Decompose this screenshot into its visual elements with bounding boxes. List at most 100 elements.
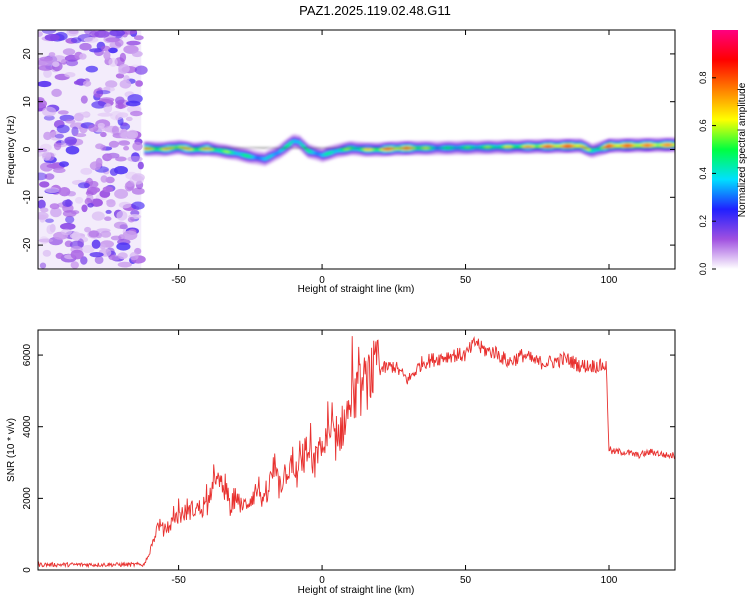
track-segment — [295, 140, 299, 143]
noise-blob — [91, 211, 105, 221]
track-segment — [268, 155, 272, 158]
noise-blob — [123, 75, 130, 82]
track-segment — [233, 152, 237, 155]
noise-blob — [134, 65, 148, 75]
noise-blob — [91, 101, 107, 109]
y-tick-label: 0 — [22, 567, 33, 573]
track-segment — [472, 146, 476, 149]
noise-blob — [135, 80, 144, 87]
track-segment — [224, 150, 228, 153]
noise-blob — [103, 154, 115, 160]
track-segment — [231, 151, 235, 154]
track-segment — [359, 148, 363, 151]
x-tick-label: 100 — [601, 275, 618, 286]
track-segment — [208, 147, 212, 150]
track-segment — [617, 144, 620, 147]
noise-blob — [44, 187, 60, 194]
snr-y-label: SNR (10 * v/v) — [6, 418, 17, 482]
noise-blob — [81, 245, 95, 253]
colorbar-tick-label: 0.4 — [698, 167, 708, 180]
track-segment — [578, 144, 581, 147]
y-tick-label: -10 — [22, 190, 33, 205]
noise-blob — [116, 242, 131, 251]
track-segment — [196, 148, 200, 151]
track-segment — [536, 145, 540, 148]
noise-blob — [117, 261, 132, 268]
track-segment — [499, 146, 503, 148]
track-segment — [520, 145, 524, 148]
spectrogram-panel: -50 0 50 100 -20 -10 0 10 20 Height of straight… — [6, 29, 676, 295]
noise-blob — [80, 167, 93, 175]
noise-blob — [58, 187, 71, 197]
noise-blob — [70, 210, 80, 215]
noise-blob — [95, 143, 104, 150]
noise-blob — [66, 30, 79, 37]
spectrogram-y-label: Frequency (Hz) — [6, 116, 17, 185]
noise-blob — [39, 56, 54, 62]
track-segment — [252, 156, 255, 159]
track-segment — [185, 147, 189, 150]
track-segment — [621, 144, 625, 147]
track-segment — [263, 158, 267, 161]
track-segment — [538, 145, 542, 148]
track-segment — [619, 144, 623, 147]
colorbar-tick-label: 0.2 — [698, 215, 708, 228]
noise-blob — [74, 133, 87, 138]
track-segment — [242, 154, 246, 157]
track-segment — [509, 145, 513, 148]
noise-blob — [84, 226, 92, 233]
noise-blob — [81, 204, 88, 213]
track-segment — [561, 144, 565, 147]
track-segment — [628, 144, 632, 147]
y-tick-label: -20 — [22, 237, 33, 252]
track-segment — [532, 145, 536, 148]
noise-blob — [109, 111, 124, 121]
noise-blob — [125, 116, 133, 122]
y-tick-label: 2000 — [22, 487, 33, 510]
colorbar: 0.0 0.2 0.4 0.6 0.8 Normalized spectral ampl… — [698, 30, 748, 275]
track-segment — [479, 146, 483, 149]
track-segment — [575, 144, 579, 147]
snr-x-ticks: -50 0 50 100 — [171, 330, 618, 586]
track-segment — [187, 147, 191, 150]
noise-blob — [55, 252, 64, 259]
track-segment — [490, 146, 494, 149]
snr-series — [38, 336, 675, 569]
noise-blob — [43, 115, 55, 121]
noise-blob — [62, 48, 76, 56]
noise-blob — [66, 59, 79, 67]
noise-blob — [125, 100, 141, 107]
track-segment — [249, 155, 253, 158]
track-segment — [573, 144, 577, 147]
track-segment — [240, 153, 244, 156]
track-segment — [258, 157, 262, 160]
track-segment — [229, 151, 232, 154]
y-tick-label: 10 — [22, 96, 33, 108]
noise-blob — [39, 214, 46, 223]
noise-blob — [51, 88, 62, 97]
noise-blob — [54, 133, 65, 139]
noise-blob — [91, 239, 101, 249]
noise-blob — [83, 80, 92, 87]
noise-blob — [60, 222, 76, 231]
track-segment — [557, 145, 561, 148]
x-tick-label: 0 — [319, 575, 325, 586]
track-segment — [552, 145, 556, 148]
noise-blob — [106, 199, 116, 208]
track-segment — [603, 146, 607, 149]
noise-blob — [38, 238, 54, 243]
noise-blob — [57, 110, 69, 115]
track-segment — [167, 147, 171, 150]
track-segment — [314, 152, 317, 155]
noise-blob — [80, 256, 88, 265]
x-tick-label: 50 — [460, 275, 472, 286]
track-segment — [302, 145, 306, 148]
noise-blob — [53, 141, 62, 151]
noise-blob — [52, 61, 60, 67]
track-segment — [465, 146, 469, 149]
noise-blob — [62, 199, 73, 207]
noise-blob — [39, 181, 50, 188]
noise-blob — [89, 252, 104, 258]
track-segment — [623, 144, 627, 147]
x-tick-label: -50 — [171, 275, 186, 286]
